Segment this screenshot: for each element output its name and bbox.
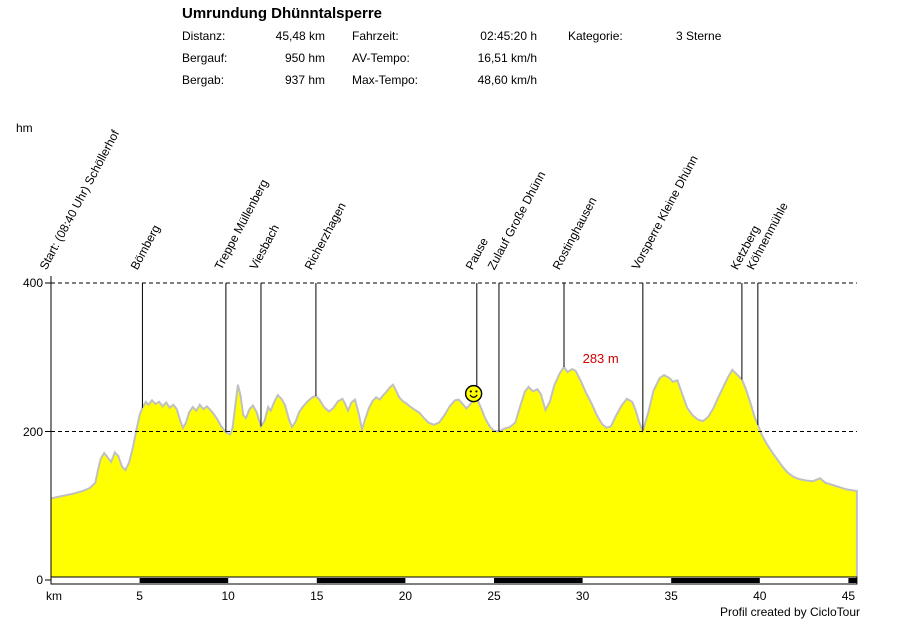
x-tick-label: 25: [487, 589, 501, 603]
stat-kategorie-value: 3 Sterne: [676, 29, 722, 43]
stat-distanz-value: 45,48 km: [275, 29, 325, 43]
stat-fahrzeit-value: 02:45:20 h: [480, 29, 537, 43]
terrain-fill: [51, 366, 857, 577]
smiley-mouth: [469, 394, 478, 398]
stat-bergab-label: Bergab:: [182, 73, 225, 87]
page-title: Umrundung Dhünntalsperre: [182, 5, 383, 22]
x-tick-label: 30: [575, 589, 590, 603]
y-tick-label: 0: [36, 573, 43, 587]
y-axis-unit-label: hm: [16, 121, 33, 135]
scale-bar-segment: [848, 578, 857, 583]
stat-bergauf-label: Bergauf:: [182, 51, 228, 65]
stat-maxtempo-label: Max-Tempo:: [352, 73, 419, 87]
scale-bar-segment: [316, 578, 406, 583]
x-tick-label: 20: [398, 589, 413, 603]
y-tick-label: 200: [22, 424, 43, 439]
x-axis-unit-label: km: [46, 589, 62, 603]
peak-annotation: 283 m: [582, 351, 619, 367]
smiley-eye-left: [469, 390, 472, 393]
y-tick-label: 400: [22, 276, 43, 290]
x-tick-label: 10: [221, 589, 235, 603]
x-tick-label: 40: [753, 589, 767, 603]
stat-distanz-label: Distanz:: [182, 29, 226, 43]
scale-bar-segment: [494, 578, 583, 583]
stat-bergab-value: 937 hm: [284, 73, 325, 87]
stat-maxtempo-value: 48,60 km/h: [477, 73, 537, 87]
terrain-outline: [50, 365, 858, 577]
x-tick-label: 45: [841, 589, 856, 603]
stat-bergauf-value: 950 hm: [284, 51, 325, 65]
smiley-icon: [464, 384, 483, 403]
smiley-eye-right: [475, 390, 478, 393]
stat-avtempo-value: 16,51 km/h: [477, 51, 537, 65]
stat-avtempo-label: AV-Tempo:: [352, 51, 410, 65]
x-tick-label: 5: [136, 589, 143, 603]
scale-bar-segment: [139, 578, 229, 583]
credit-text: Profil created by CicloTour: [719, 605, 860, 619]
scale-bar-segment: [671, 578, 760, 583]
stat-kategorie-label: Kategorie:: [568, 29, 623, 43]
x-tick-label: 35: [664, 589, 678, 603]
x-tick-label: 15: [310, 589, 324, 603]
stat-fahrzeit-label: Fahrzeit:: [352, 29, 399, 43]
